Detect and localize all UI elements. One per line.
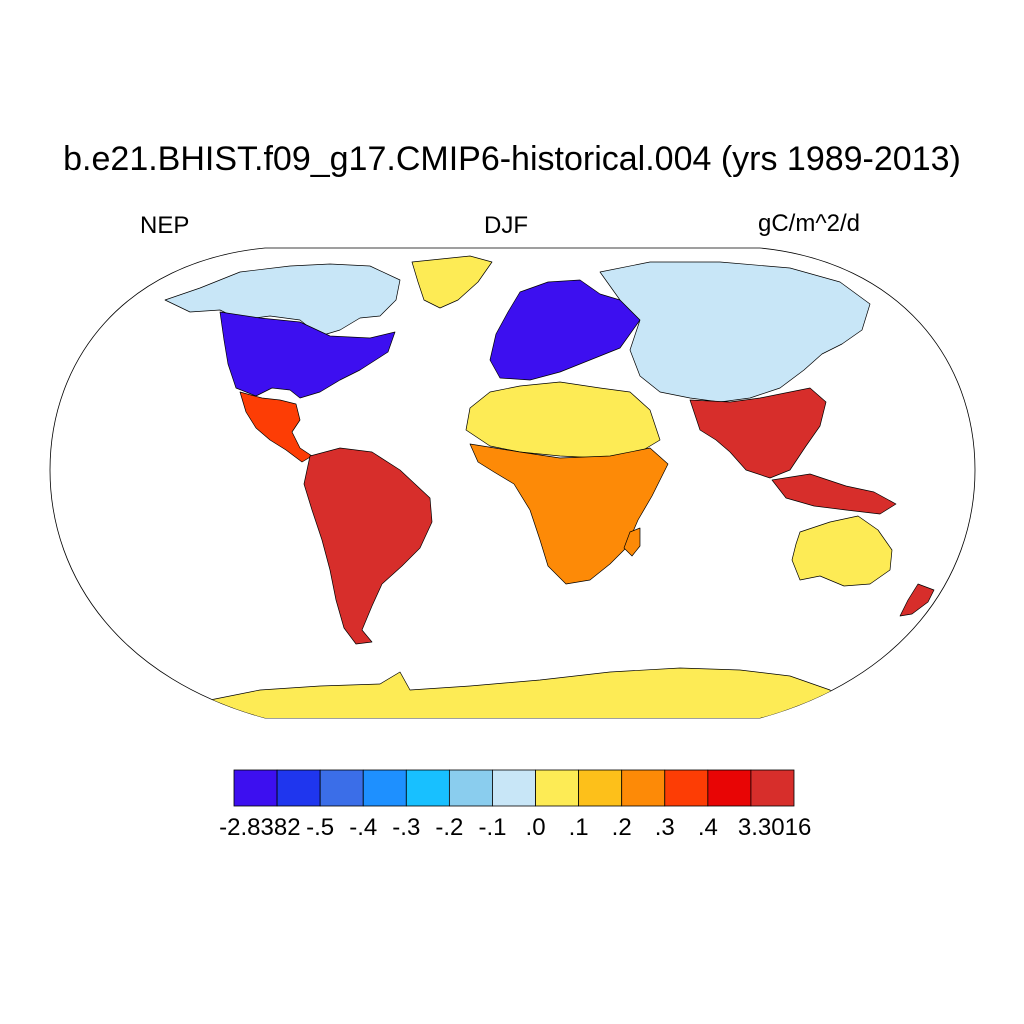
region-greenland	[411, 255, 493, 309]
region-africa-central	[469, 443, 669, 585]
region-madagascar	[623, 527, 641, 557]
region-south-asia	[689, 387, 827, 479]
region-north-america-east	[219, 311, 396, 399]
colorbar-tick-label: -.5	[306, 814, 335, 841]
colorbar-box	[362, 769, 407, 807]
colorbar-tick-label: -.4	[349, 814, 378, 841]
colorbar-box	[707, 769, 752, 807]
region-australia	[791, 515, 893, 587]
region-europe	[489, 279, 641, 381]
colorbar-tick-label: 3.3016	[737, 814, 812, 841]
region-siberia	[599, 261, 871, 403]
colorbar-tick-label: -.3	[392, 814, 421, 841]
colorbar-tick-label: -2.8382	[219, 814, 301, 841]
colorbar-tick-label: .0	[525, 814, 546, 841]
colorbar-box	[405, 769, 450, 807]
colorbar-tick-label: .1	[568, 814, 589, 841]
colorbar-tick-label: -.2	[435, 814, 464, 841]
colorbar-box	[578, 769, 623, 807]
colorbar-box	[492, 769, 536, 807]
colorbar-box	[276, 769, 321, 807]
region-new-zealand	[899, 583, 935, 617]
region-central-america	[239, 391, 313, 463]
colorbar-box	[664, 769, 709, 807]
colorbar-box	[233, 769, 278, 807]
colorbar-box	[319, 769, 364, 807]
plot-title: b.e21.BHIST.f09_g17.CMIP6-historical.004…	[63, 140, 961, 178]
colorbar-box	[621, 769, 666, 807]
region-south-america	[303, 447, 433, 645]
season-label: DJF	[484, 212, 528, 239]
colorbar-tick-label: -.1	[478, 814, 507, 841]
colorbar-box	[750, 769, 795, 807]
region-maritime-asia	[771, 473, 897, 515]
colorbar-box	[535, 769, 580, 807]
colorbar-tick-label: .3	[654, 814, 675, 841]
colorbar-box	[448, 769, 493, 807]
colorbar-tick-label: .4	[697, 814, 718, 841]
colorbar-tick-label: .2	[611, 814, 632, 841]
variable-label: NEP	[140, 212, 190, 239]
units-label: gC/m^2/d	[758, 210, 860, 237]
